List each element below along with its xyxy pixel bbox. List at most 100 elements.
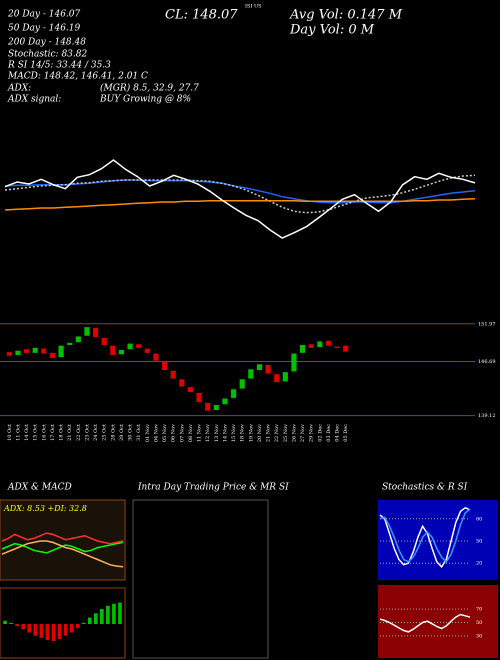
y-tick-label: 50 — [476, 539, 482, 545]
bar — [9, 622, 13, 624]
candle — [58, 345, 64, 358]
bar — [112, 603, 116, 624]
bar — [57, 624, 62, 639]
candle — [282, 372, 288, 382]
ema200: 200 Day - 148.48 — [7, 38, 86, 48]
x-tick-label: 11 Oct — [15, 424, 21, 441]
x-tick-label: 24 Oct — [93, 424, 99, 441]
line — [4, 197, 476, 211]
line — [1, 540, 124, 568]
y-tick-label: 146.69 — [478, 359, 496, 365]
candle — [41, 348, 47, 354]
candle — [75, 336, 81, 343]
candle — [161, 361, 168, 370]
line — [1, 532, 124, 545]
candle — [343, 345, 349, 352]
candle — [127, 343, 133, 350]
x-tick-label: 31 Oct — [136, 424, 142, 441]
close: CL: 148.07 — [165, 8, 238, 23]
x-tick-label: 11 Nov — [197, 424, 203, 442]
x-tick-label: 17 Oct — [50, 424, 56, 441]
candle — [110, 345, 116, 355]
bar — [39, 624, 44, 638]
rsi: R SI 14/5: 33.44 / 35.3 — [7, 61, 111, 71]
adx-signal: BUY Growing @ 8% — [99, 95, 191, 105]
x-tick-label: 14 Oct — [24, 424, 30, 441]
x-tick-label: 23 Oct — [84, 424, 90, 441]
candle — [274, 374, 280, 383]
candle — [118, 350, 125, 355]
bar — [69, 624, 74, 633]
bar — [15, 624, 19, 627]
candle — [334, 346, 340, 348]
x-tick-label: 19 Nov — [248, 424, 254, 442]
x-tick-label: 02 Dec — [317, 424, 323, 442]
bar — [27, 624, 32, 633]
y-tick-label: 70 — [476, 607, 482, 613]
y-tick-label: 20 — [476, 561, 482, 567]
candle — [239, 379, 245, 389]
macd: MACD: 148.42, 146.41, 2.01 C — [7, 72, 148, 82]
bar — [100, 609, 104, 624]
stoch-panel — [378, 500, 498, 580]
avg-vol: Avg Vol: 0.147 M — [289, 8, 403, 23]
candle — [153, 353, 159, 361]
x-tick-label: 07 Nov — [179, 424, 185, 442]
rsi-panel — [378, 585, 498, 658]
candle — [84, 327, 90, 336]
y-tick-label: 50 — [476, 620, 482, 626]
candle — [144, 348, 150, 353]
candle — [179, 379, 185, 387]
bar — [118, 602, 122, 624]
line — [379, 508, 471, 563]
line — [379, 613, 471, 633]
x-tick-label: 20 Nov — [257, 424, 263, 442]
candle — [187, 387, 194, 393]
x-tick-label: 15 Nov — [231, 424, 237, 442]
bar — [106, 605, 110, 624]
intraday-panel — [132, 499, 269, 659]
bar — [51, 624, 56, 642]
ema20: 20 Day - 146.07 — [7, 10, 81, 20]
panel-title: Intra Day Trading Price & MR SI — [137, 483, 289, 493]
day-vol: Day Vol: 0 M — [289, 23, 375, 38]
adx-label: ADX: — [7, 84, 31, 94]
x-tick-label: 05 Nov — [162, 424, 168, 442]
candle — [196, 392, 202, 403]
x-tick-label: 18 Oct — [59, 424, 65, 441]
panel-title: Stochastics & R SI — [382, 483, 468, 493]
x-tick-label: 27 Nov — [300, 424, 306, 442]
y-tick-label: 139.12 — [478, 413, 496, 419]
x-tick-label: 29 Nov — [309, 424, 315, 442]
bar — [63, 624, 68, 636]
adx-signal-label: ADX signal: — [7, 95, 61, 105]
candle — [49, 352, 56, 358]
candle — [213, 405, 219, 410]
bar — [75, 624, 80, 629]
x-tick-label: 15 Oct — [33, 424, 39, 441]
x-tick-label: 04 Dec — [335, 424, 341, 442]
x-tick-label: 05 Dec — [343, 424, 349, 442]
candle — [15, 350, 21, 355]
candle — [308, 344, 314, 348]
candle — [265, 365, 271, 374]
x-tick-label: 03 Dec — [326, 424, 332, 442]
bar — [93, 613, 98, 624]
candle — [205, 402, 211, 411]
bar — [81, 622, 86, 624]
candle — [136, 344, 142, 348]
bar — [87, 617, 92, 624]
panel-title: ADX & MACD — [7, 483, 72, 493]
candle — [23, 349, 30, 353]
candle — [222, 398, 228, 405]
bar — [33, 624, 38, 636]
x-tick-label: 22 Oct — [76, 424, 82, 441]
x-tick-label: 04 Nov — [153, 424, 159, 442]
line — [379, 506, 471, 569]
x-tick-label: 06 Nov — [171, 424, 177, 442]
candle — [92, 327, 99, 338]
y-tick-label: 151.97 — [478, 321, 496, 327]
candle — [67, 342, 73, 345]
x-tick-label: 18 Nov — [240, 424, 246, 442]
